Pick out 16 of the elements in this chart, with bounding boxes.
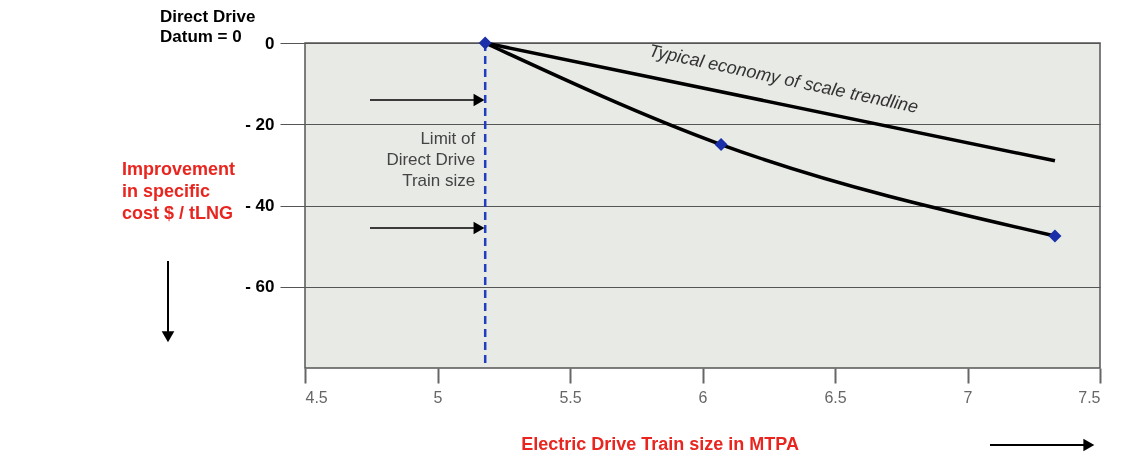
x-tick-label: 4.5 [305,388,328,406]
y-tick-label: - 60 [245,277,275,297]
x-tick-label: 5 [433,388,443,406]
y-tick-label: - 20 [245,114,275,134]
x-tick-label: 5.5 [559,388,582,406]
y-tick-label: 0 [265,33,275,53]
text: Direct Drive Datum = 0 [160,7,256,46]
ref-line-label: Limit of Direct Drive Train size [386,128,476,190]
x-tick-label: 6 [698,388,708,406]
x-tick-label: 7.5 [1078,388,1101,406]
x-tick-label: 7 [963,388,973,406]
x-tick-label: 6.5 [824,388,847,406]
y-tick-label: - 40 [245,196,275,215]
x-axis-title: Electric Drive Train size in MTPA [521,434,799,454]
y-axis-title: Improvement in specific cost $ / tLNG [122,159,236,223]
text: Typical economy of scale trendline [647,40,921,117]
